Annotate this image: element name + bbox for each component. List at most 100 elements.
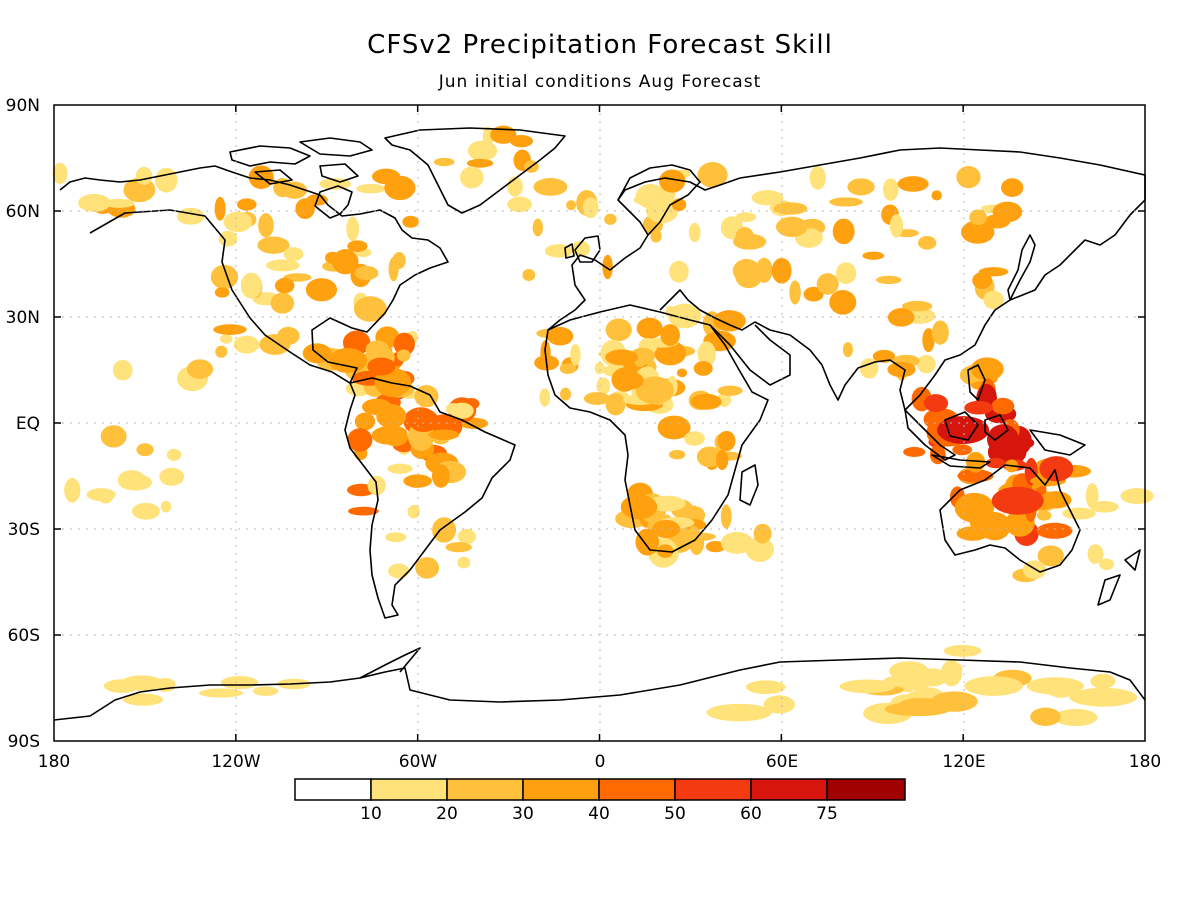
lat-label-90s: 90S (8, 732, 40, 752)
skill-patch (923, 394, 949, 413)
skill-patch (325, 251, 341, 264)
lon-label-120w: 120W (211, 752, 260, 772)
skill-patch (1030, 707, 1061, 726)
skill-patch (219, 334, 233, 344)
skill-patch (751, 190, 784, 206)
coastline-africa (544, 304, 769, 553)
skill-patch (956, 165, 981, 189)
coastline-north-america (59, 165, 449, 384)
skill-patch (214, 287, 230, 298)
skill-patch (347, 506, 379, 516)
skill-patch (1037, 545, 1064, 567)
coastline-maritime-continent (904, 409, 1086, 469)
skill-patch (931, 190, 942, 201)
skill-patch (382, 426, 408, 442)
figure-title: CFSv2 Precipitation Forecast Skill (367, 30, 833, 60)
skill-patch (223, 211, 253, 233)
skill-patch (387, 463, 413, 474)
coastline-arabia (709, 324, 791, 386)
skill-patch (605, 392, 626, 416)
skill-patch (522, 269, 536, 282)
skill-patch (763, 695, 795, 714)
skill-patch (214, 196, 226, 221)
coastline-australia (939, 464, 1081, 573)
lat-label-60s: 60S (8, 626, 40, 646)
skill-patch (467, 140, 498, 161)
skill-patch (160, 500, 172, 513)
map-axis-ticks (54, 105, 1145, 741)
skill-patch (650, 229, 662, 243)
skill-patch (258, 213, 274, 238)
skill-patch (773, 202, 808, 215)
skill-patch (745, 536, 774, 562)
skill-patch (582, 197, 599, 219)
skill-patch (186, 359, 214, 379)
skill-patch (347, 240, 368, 252)
skill-patch (803, 286, 824, 302)
skill-patch (832, 218, 855, 245)
skill-patch (789, 280, 801, 305)
latitude-labels: 90N 60N 30N EQ 30S 60S 90S (6, 96, 40, 752)
skill-patch (570, 343, 581, 366)
coastline-new-zealand (1097, 549, 1141, 606)
skill-patch (594, 362, 605, 375)
skill-patch (346, 216, 360, 242)
coastline-hudson-bay (314, 185, 353, 219)
skill-patch (354, 265, 379, 281)
skill-patch (1090, 673, 1116, 689)
skill-patch (131, 502, 160, 520)
coastline-scandinavia (617, 164, 701, 236)
skill-patch (215, 345, 228, 358)
skill-patch (176, 207, 205, 225)
colorbar: 10 20 30 40 50 60 75 (294, 778, 906, 824)
skill-patch (240, 272, 262, 299)
skill-patch (1026, 677, 1084, 695)
skill-patch (466, 158, 494, 168)
skill-patch (102, 198, 135, 208)
skill-patch (402, 215, 419, 228)
colorbar-box-5 (674, 778, 752, 801)
skill-patch (669, 260, 689, 283)
skill-patch (64, 477, 81, 503)
lon-label-0: 0 (595, 752, 606, 772)
skill-patch (602, 254, 613, 280)
skill-patch (884, 701, 951, 717)
skill-patch (213, 324, 247, 335)
skill-patch (676, 368, 688, 378)
skill-patch (367, 357, 396, 376)
skill-patch (353, 296, 387, 322)
colorbar-box-0 (294, 778, 372, 801)
colorbar-label-30: 30 (512, 804, 534, 824)
skill-patch (952, 444, 972, 456)
skill-patch (1036, 522, 1073, 539)
skill-patch (120, 675, 164, 691)
skill-patch (720, 504, 732, 529)
coastline-greenland (384, 127, 566, 214)
skill-patch (829, 197, 863, 207)
skill-patch (365, 340, 389, 359)
skill-patch (842, 342, 853, 358)
skill-patch (392, 252, 406, 269)
colorbar-label-20: 20 (436, 804, 458, 824)
skill-patch (385, 532, 407, 543)
colorbar-box-3 (522, 778, 600, 801)
skill-patch (354, 412, 376, 431)
skill-patch (902, 300, 933, 312)
colorbar-label-40: 40 (588, 804, 610, 824)
skill-patch (396, 349, 411, 362)
coastline-europe (547, 177, 741, 331)
skill-patch (265, 259, 300, 272)
skill-patch (771, 257, 792, 284)
colorbar-label-10: 10 (360, 804, 382, 824)
lat-label-eq: EQ (16, 414, 40, 434)
skill-patch (903, 446, 926, 457)
skill-patch (668, 303, 702, 329)
skill-patch (305, 278, 338, 302)
skill-patch (457, 556, 471, 569)
skill-patch (839, 679, 896, 694)
skill-patch (753, 523, 772, 544)
skill-patch (371, 168, 401, 185)
coastline-madagascar (739, 464, 759, 506)
skill-patch (922, 328, 935, 353)
